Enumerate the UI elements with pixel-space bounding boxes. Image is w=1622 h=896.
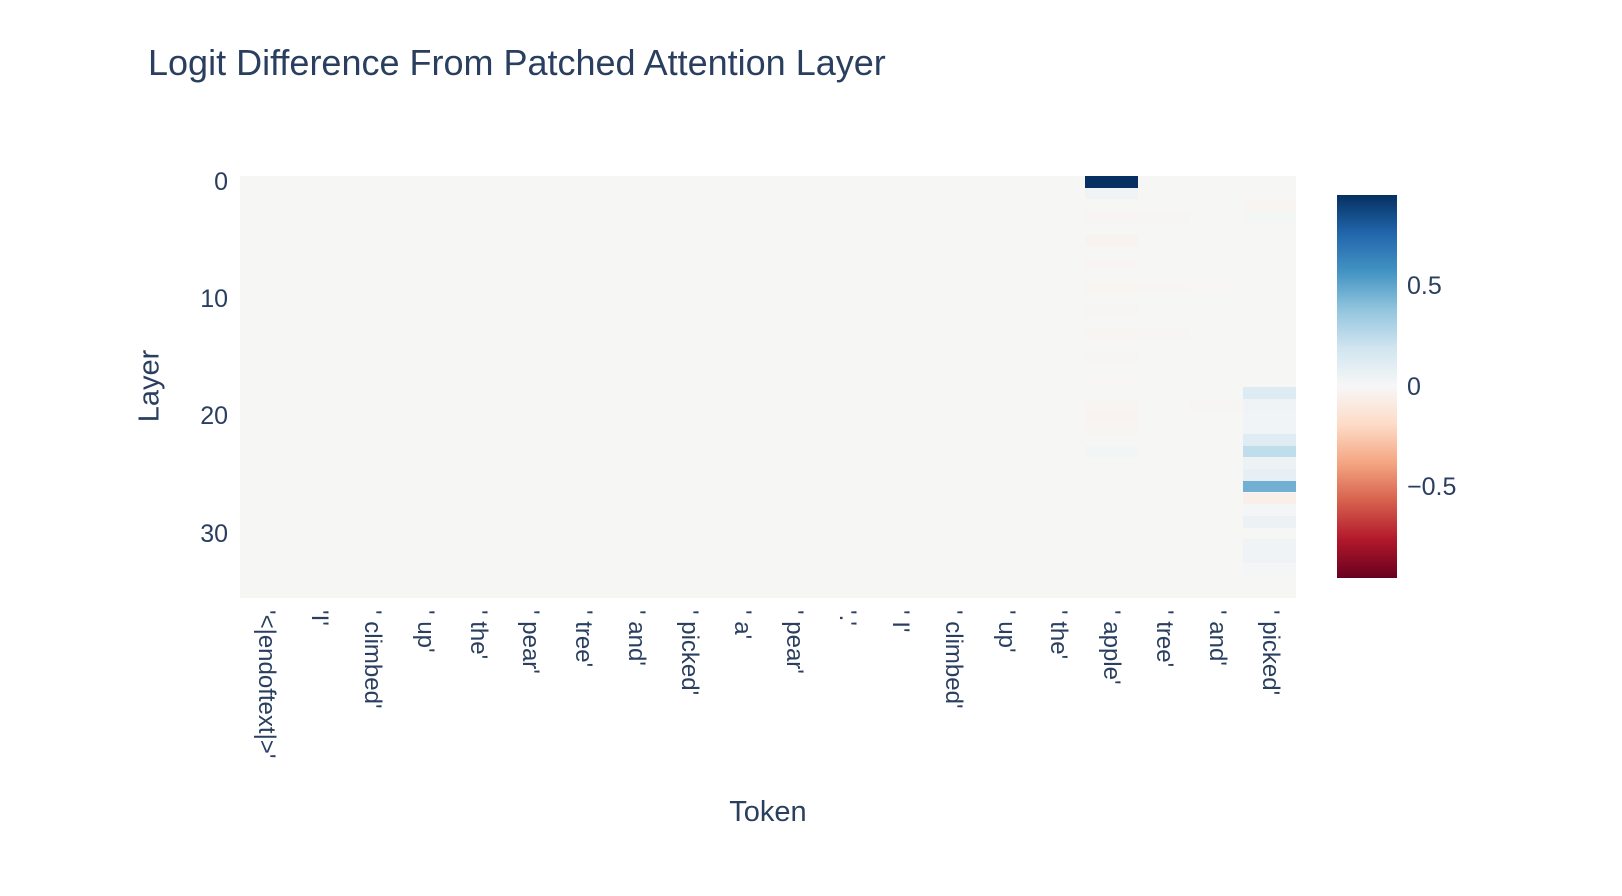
colorbar — [1337, 195, 1397, 578]
heatmap-cell — [1243, 387, 1296, 399]
heatmap-cell — [1243, 422, 1296, 434]
colorbar-tick-label: 0.5 — [1407, 271, 1442, 300]
x-axis-title: Token — [729, 796, 807, 828]
heatmap-cell — [1084, 187, 1138, 200]
heatmap-cell — [1084, 304, 1138, 317]
heatmap-cell — [1084, 211, 1138, 223]
y-tick-label: 0 — [214, 167, 228, 196]
heatmap-cell — [1084, 445, 1138, 458]
colorbar-tick-label: 0 — [1407, 372, 1421, 401]
heatmap-cell — [1084, 258, 1138, 270]
x-tick-label: ' up' — [992, 610, 1020, 653]
heatmap-cell — [1243, 433, 1296, 446]
heatmap-cell — [1190, 281, 1244, 294]
y-tick-label: 10 — [200, 285, 228, 314]
x-tick-label: ' climbed' — [359, 610, 386, 709]
heatmap-cell — [1243, 539, 1296, 552]
x-tick-label: ' apple' — [1098, 610, 1126, 685]
x-tick-label: ' tree' — [1151, 610, 1178, 668]
x-tick-label: ' pear' — [517, 610, 545, 674]
heatmap-cell — [1084, 410, 1138, 423]
heatmap-cell — [1137, 211, 1191, 223]
x-tick-label: ' the' — [1045, 610, 1073, 660]
heatmap-cell — [1243, 562, 1296, 575]
heatmap-cell — [1084, 328, 1138, 341]
heatmap-cell — [1243, 445, 1296, 458]
x-tick-label: ' and' — [1203, 610, 1231, 666]
x-tick-label: ' a' — [728, 610, 756, 640]
x-tick-label: 'I' — [306, 610, 334, 626]
heatmap-cell — [1137, 281, 1191, 294]
heatmap-cell — [1243, 457, 1296, 470]
x-tick-label: ' up' — [411, 610, 439, 653]
heatmap-cell — [1243, 199, 1296, 212]
heatmap-cell — [1243, 551, 1296, 563]
heatmap-cell — [1190, 398, 1244, 411]
heatmap-cell — [1243, 398, 1296, 411]
heatmap-cell — [1243, 211, 1296, 223]
colorbar-tick-label: −0.5 — [1407, 473, 1457, 502]
chart-title: Logit Difference From Patched Attention … — [148, 42, 886, 83]
x-tick-label: ' picked' — [675, 610, 703, 696]
x-tick-label: ' tree' — [570, 610, 598, 668]
heatmap-cell — [1084, 351, 1138, 364]
y-tick-label: 30 — [200, 519, 228, 548]
x-tick-label: '.' — [834, 610, 862, 626]
heatmap-cell — [1137, 328, 1191, 341]
x-tick-label: ' climbed' — [939, 610, 967, 709]
heatmap-plot-area[interactable] — [240, 176, 1296, 598]
heatmap-cell — [1243, 504, 1296, 516]
x-tick-label: ' pear' — [781, 610, 809, 674]
x-tick-label: ' the' — [464, 610, 492, 660]
heatmap-cell — [1243, 480, 1296, 493]
heatmap-cell — [1243, 492, 1296, 505]
x-tick-label: ' I' — [887, 610, 914, 633]
x-tick-label: '<|endoftext|>' — [253, 610, 281, 759]
heatmap-cell — [1084, 176, 1138, 188]
x-tick-label: ' and' — [623, 610, 650, 666]
heatmap-cell — [1243, 469, 1296, 481]
heatmap-cell — [1084, 398, 1138, 411]
heatmap-cell — [1084, 375, 1138, 387]
x-tick-label: ' picked' — [1256, 610, 1284, 696]
heatmap-cell — [1084, 234, 1138, 247]
y-tick-label: 20 — [200, 402, 228, 431]
heatmap-cell — [1243, 515, 1296, 528]
heatmap-cell — [1084, 422, 1138, 434]
heatmap-cell — [1084, 281, 1138, 294]
heatmap-cell — [1243, 410, 1296, 423]
